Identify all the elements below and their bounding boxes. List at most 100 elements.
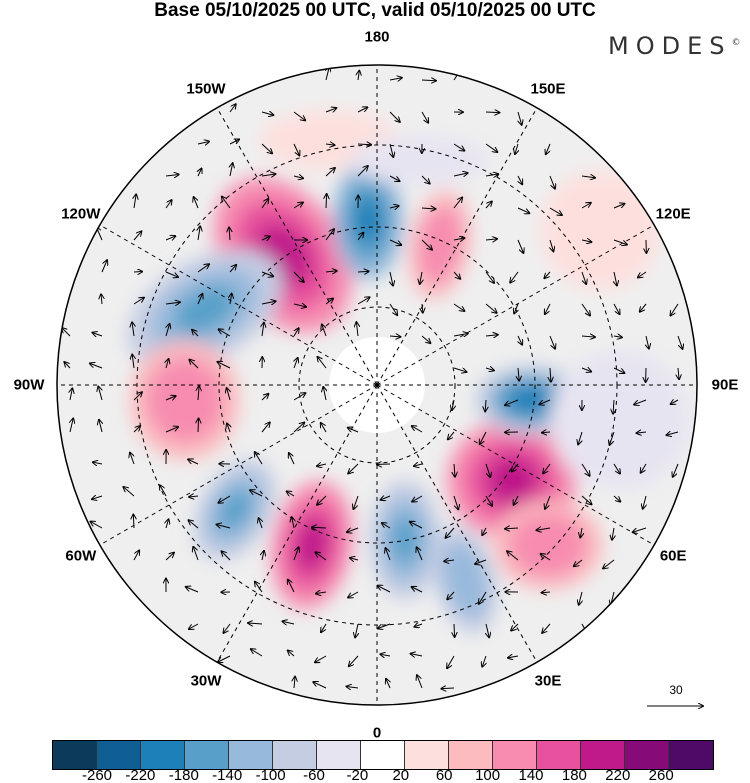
wind-arrow xyxy=(92,496,103,499)
wind-arrow xyxy=(414,624,423,627)
wind-arrow xyxy=(316,592,327,594)
wind-arrow xyxy=(549,175,555,189)
wind-arrow xyxy=(188,459,199,465)
wind-arrow xyxy=(261,271,273,276)
wind-arrow xyxy=(288,651,295,657)
wind-arrow xyxy=(386,679,390,689)
wind-arrow xyxy=(517,207,529,213)
wind-arrow xyxy=(347,527,359,532)
wind-arrow xyxy=(217,524,231,528)
wind-arrow xyxy=(581,336,595,337)
wind-arrow xyxy=(197,142,209,144)
wind-arrow xyxy=(294,677,295,689)
logo-text: MODES xyxy=(608,32,732,60)
wind-arrow xyxy=(453,495,458,509)
wind-arrow xyxy=(381,496,391,500)
colorbar-swatch xyxy=(405,741,449,769)
anomaly-contour xyxy=(486,456,538,504)
colorbar-swatch xyxy=(317,741,361,769)
wind-arrow xyxy=(518,111,522,125)
wind-arrow xyxy=(348,591,359,598)
wind-arrow xyxy=(512,463,519,471)
wind-arrow xyxy=(389,206,399,208)
wind-arrow xyxy=(321,623,327,632)
wind-arrow xyxy=(355,623,358,637)
wind-arrow xyxy=(581,368,591,372)
wind-arrow xyxy=(486,623,489,637)
colorbar-tick-label: 180 xyxy=(561,767,587,783)
wind-arrow xyxy=(325,108,336,112)
wind-arrow xyxy=(227,388,230,401)
longitude-label: 90E xyxy=(711,376,739,394)
wind-arrow xyxy=(160,485,167,497)
meridian-line xyxy=(90,219,378,386)
wind-arrow xyxy=(453,333,468,336)
wind-arrow xyxy=(410,522,423,529)
reference-vector-label: 30 xyxy=(669,683,683,697)
longitude-label: 150W xyxy=(186,80,226,98)
wind-arrow xyxy=(673,463,679,477)
wind-arrow xyxy=(317,495,327,505)
wind-arrow xyxy=(293,547,299,561)
wind-arrow xyxy=(322,324,327,337)
longitude-label: 30E xyxy=(534,672,562,690)
wind-arrow xyxy=(633,527,647,532)
wind-arrow xyxy=(261,301,276,304)
colorbar-ticks: -260 -220 -180 -140 -100 -60 -20 20 60 100 140 180 2… xyxy=(0,767,750,783)
wind-arrow xyxy=(390,271,393,286)
wind-arrow xyxy=(293,143,299,155)
wind-arrow xyxy=(389,303,397,315)
wind-arrow xyxy=(294,328,299,337)
wind-arrow xyxy=(453,303,464,311)
wind-arrow xyxy=(130,453,135,465)
wind-arrow xyxy=(218,655,231,662)
wind-arrow xyxy=(511,623,519,631)
wind-arrow xyxy=(485,399,486,411)
wind-arrow xyxy=(613,399,614,414)
wind-arrow xyxy=(133,515,134,529)
wind-arrow xyxy=(313,682,327,689)
anomaly-contour xyxy=(350,135,490,185)
wind-arrow xyxy=(325,168,335,177)
wind-arrow xyxy=(517,239,523,253)
wind-arrow xyxy=(421,239,432,250)
wind-arrow xyxy=(288,580,295,593)
wind-arrow xyxy=(261,112,273,115)
wind-arrow xyxy=(349,655,359,666)
meridian-line xyxy=(90,384,378,551)
colorbar-tick-label: 20 xyxy=(392,767,410,783)
wind-arrow xyxy=(637,432,647,433)
wind-arrow xyxy=(348,463,359,473)
wind-arrow xyxy=(518,175,522,184)
wind-arrow xyxy=(165,553,174,561)
wind-arrow xyxy=(347,686,359,688)
wind-arrow xyxy=(453,143,464,151)
wind-arrow xyxy=(518,335,522,345)
wind-arrow xyxy=(198,169,202,177)
wind-arrow xyxy=(293,393,305,401)
wind-arrow xyxy=(287,491,295,496)
wind-arrow xyxy=(479,591,487,604)
wind-arrow xyxy=(389,111,400,122)
wind-arrow xyxy=(421,80,436,81)
wind-arrow xyxy=(293,202,303,209)
wind-arrow xyxy=(217,362,231,369)
wind-arrow xyxy=(640,303,647,312)
wind-arrow xyxy=(480,431,487,444)
wind-arrow xyxy=(643,495,646,509)
wind-arrow xyxy=(229,104,236,113)
wind-arrow xyxy=(133,551,139,561)
colorbar-swatch xyxy=(493,741,537,769)
colorbar-swatch xyxy=(537,741,581,769)
latitude-circle xyxy=(218,226,536,544)
wind-arrow xyxy=(357,271,369,272)
wind-arrow xyxy=(412,495,423,502)
wind-arrow xyxy=(133,426,140,433)
wind-arrow xyxy=(99,420,102,433)
longitude-label: 180 xyxy=(364,28,390,46)
colorbar-tick-label: -100 xyxy=(255,767,286,783)
wind-arrow xyxy=(389,336,400,337)
wind-arrow xyxy=(677,335,683,349)
wind-arrow xyxy=(646,335,649,349)
meridian-line xyxy=(211,98,378,386)
